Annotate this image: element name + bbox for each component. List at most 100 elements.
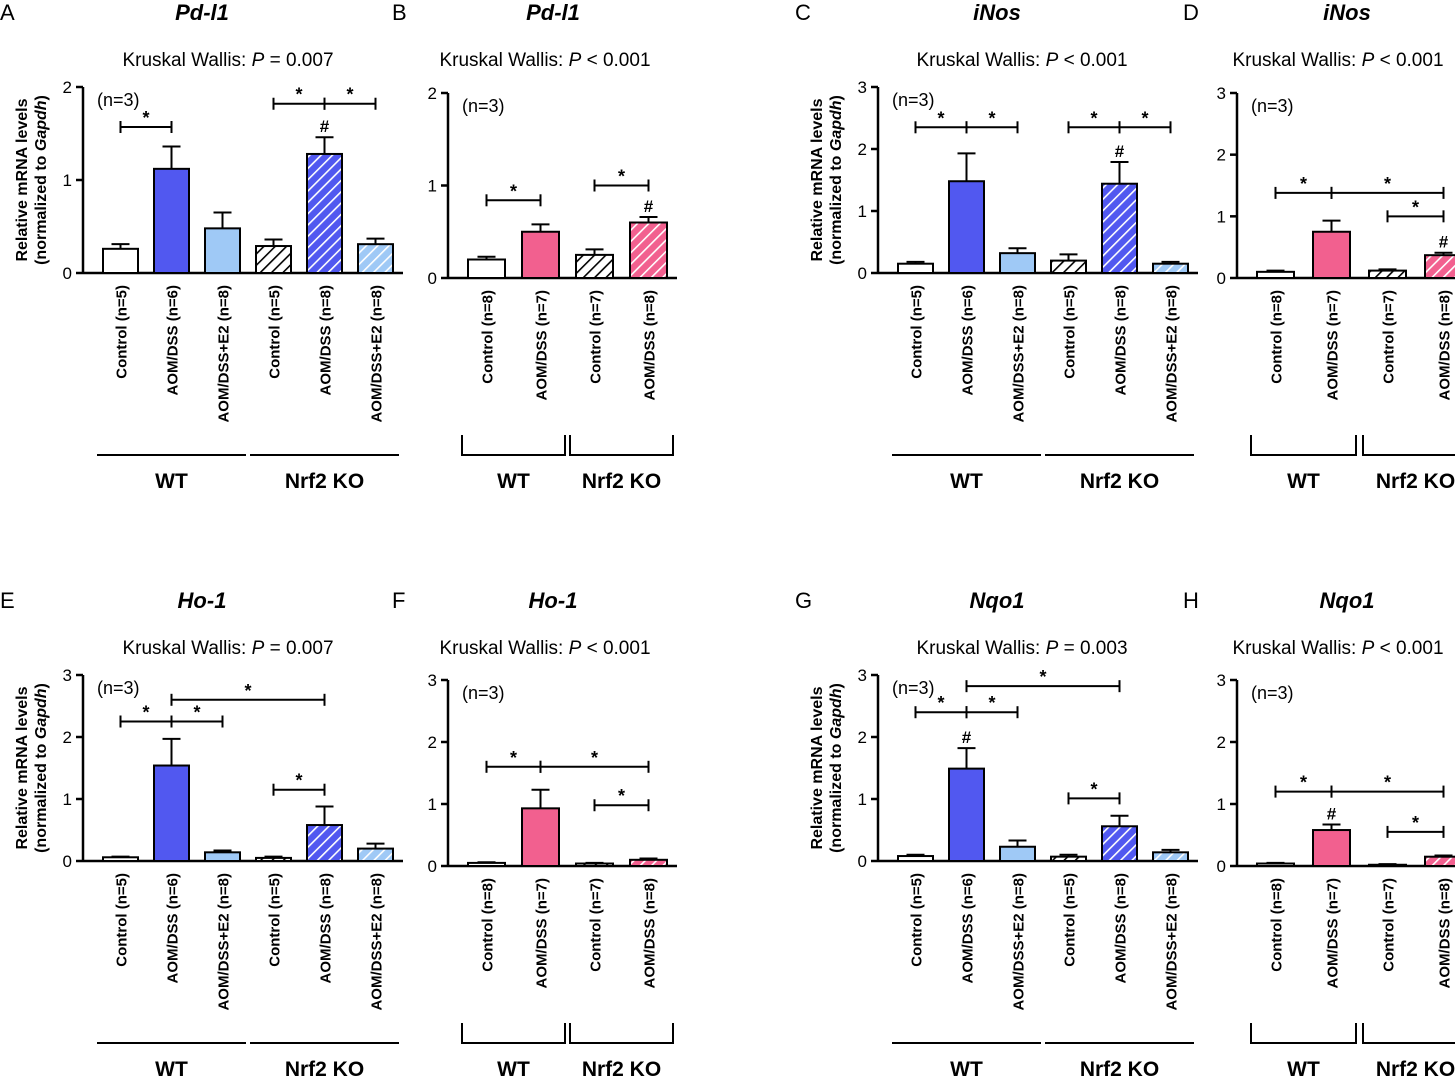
chart-title: Ho-1 xyxy=(529,588,578,613)
bar xyxy=(153,167,190,274)
chart-title: iNos xyxy=(1323,0,1371,25)
n-note: (n=3) xyxy=(1251,96,1294,116)
category-label: AOM/DSS (n=8) xyxy=(642,878,659,988)
significance-star: * xyxy=(510,748,517,768)
bar xyxy=(1368,863,1407,868)
bar xyxy=(999,845,1036,862)
y-tick-label: 1 xyxy=(1217,207,1226,226)
bar xyxy=(1312,230,1351,279)
bar xyxy=(255,856,292,863)
category-label: AOM/DSS (n=8) xyxy=(642,290,659,400)
bar xyxy=(1050,259,1087,275)
significance-star: * xyxy=(591,748,598,768)
bar xyxy=(575,862,614,868)
category-label: AOM/DSS+E2 (n=8) xyxy=(1011,285,1028,423)
bar xyxy=(948,767,985,862)
n-note: (n=3) xyxy=(462,683,505,703)
y-tick-label: 2 xyxy=(428,733,437,752)
category-label: AOM/DSS+E2 (n=8) xyxy=(216,873,233,1011)
y-tick-label: 1 xyxy=(428,177,437,196)
kruskal-wallis-text: Kruskal Wallis: P < 0.001 xyxy=(1232,638,1443,659)
y-tick-label: 0 xyxy=(63,264,72,283)
category-label: AOM/DSS (n=8) xyxy=(1113,285,1130,395)
y-tick-label: 0 xyxy=(858,852,867,871)
group-bracket xyxy=(569,1023,674,1044)
kruskal-prefix: Kruskal Wallis: xyxy=(439,50,568,71)
y-tick-label: 2 xyxy=(428,84,437,103)
group-bracket xyxy=(1250,1023,1357,1044)
category-label: AOM/DSS (n=7) xyxy=(1325,290,1342,400)
significance-star: * xyxy=(1384,773,1391,793)
category-label: AOM/DSS+E2 (n=8) xyxy=(1011,873,1028,1011)
y-tick-label: 1 xyxy=(63,171,72,190)
ylabel2-part: ) xyxy=(828,95,845,100)
chart-title: Pd-l1 xyxy=(526,0,580,25)
y-axis-label-normalization: (normalized to Gapdh) xyxy=(33,95,50,265)
category-label: Control (n=8) xyxy=(480,878,497,972)
category-label: Control (n=8) xyxy=(1269,290,1286,384)
bar xyxy=(1256,862,1295,868)
bar xyxy=(357,847,394,862)
group-label: WT xyxy=(1287,1058,1320,1079)
ylabel2-part: ) xyxy=(828,683,845,688)
kruskal-wallis-text: Kruskal Wallis: P = 0.003 xyxy=(916,638,1127,659)
y-tick-label: 3 xyxy=(858,78,867,97)
category-label: AOM/DSS (n=8) xyxy=(1437,878,1454,988)
bar xyxy=(1101,825,1138,863)
bar xyxy=(467,861,506,868)
kruskal-p: P xyxy=(1362,50,1375,71)
bar xyxy=(1424,254,1455,279)
panel-A: A Pd-l1 Kruskal Wallis: P = 0.007 Relative … xyxy=(0,0,403,493)
category-label: Control (n=7) xyxy=(1381,878,1398,972)
kruskal-prefix: Kruskal Wallis: xyxy=(916,50,1045,71)
significance-star: * xyxy=(1300,773,1307,793)
group-bracket xyxy=(1250,435,1357,456)
category-label: AOM/DSS (n=7) xyxy=(534,290,551,400)
significance-star: * xyxy=(988,108,995,128)
bar xyxy=(153,764,190,863)
ylabel2-gene: Gapdh xyxy=(33,100,50,151)
significance-star: * xyxy=(142,108,149,128)
y-axis-label: Relative mRNA levels xyxy=(14,686,31,849)
category-label: Control (n=5) xyxy=(1062,285,1079,379)
hash-marker: # xyxy=(1327,804,1337,823)
y-tick-label: 1 xyxy=(858,202,867,221)
y-tick-label: 2 xyxy=(858,140,867,159)
panel-letter: B xyxy=(392,0,407,25)
significance-star: * xyxy=(618,786,625,806)
bar xyxy=(948,180,985,275)
n-note: (n=3) xyxy=(892,90,935,110)
panel-B: B Pd-l1 Kruskal Wallis: P < 0.001 0 1 2 (n=3) C… xyxy=(392,0,677,493)
bar xyxy=(1256,270,1295,280)
hash-marker: # xyxy=(1115,142,1125,161)
bar xyxy=(521,230,560,279)
panel-letter: G xyxy=(795,588,812,613)
group-label: Nrf2 KO xyxy=(1376,1058,1455,1079)
ylabel2-part: (normalized to xyxy=(828,739,845,853)
hash-marker: # xyxy=(644,197,654,216)
kruskal-wallis-text: Kruskal Wallis: P = 0.007 xyxy=(122,50,333,71)
ylabel2-part: ) xyxy=(33,683,50,688)
group-label: WT xyxy=(155,470,188,493)
bar xyxy=(467,258,506,279)
kruskal-value: < 0.001 xyxy=(581,638,650,659)
kruskal-prefix: Kruskal Wallis: xyxy=(439,638,568,659)
category-label: Control (n=8) xyxy=(1269,878,1286,972)
category-label: AOM/DSS (n=7) xyxy=(1325,878,1342,988)
group-label: WT xyxy=(950,470,983,493)
category-label: AOM/DSS+E2 (n=8) xyxy=(216,285,233,423)
significance-star: * xyxy=(1412,813,1419,833)
bar xyxy=(629,221,668,279)
group-label: Nrf2 KO xyxy=(1080,470,1159,493)
significance-star: * xyxy=(295,85,302,105)
bar xyxy=(1050,855,1087,862)
bar xyxy=(1368,269,1407,280)
category-label: AOM/DSS (n=6) xyxy=(960,873,977,983)
kruskal-prefix: Kruskal Wallis: xyxy=(122,638,251,659)
y-tick-label: 1 xyxy=(428,795,437,814)
y-tick-label: 1 xyxy=(63,790,72,809)
category-label: Control (n=5) xyxy=(114,873,131,967)
kruskal-prefix: Kruskal Wallis: xyxy=(1232,638,1361,659)
